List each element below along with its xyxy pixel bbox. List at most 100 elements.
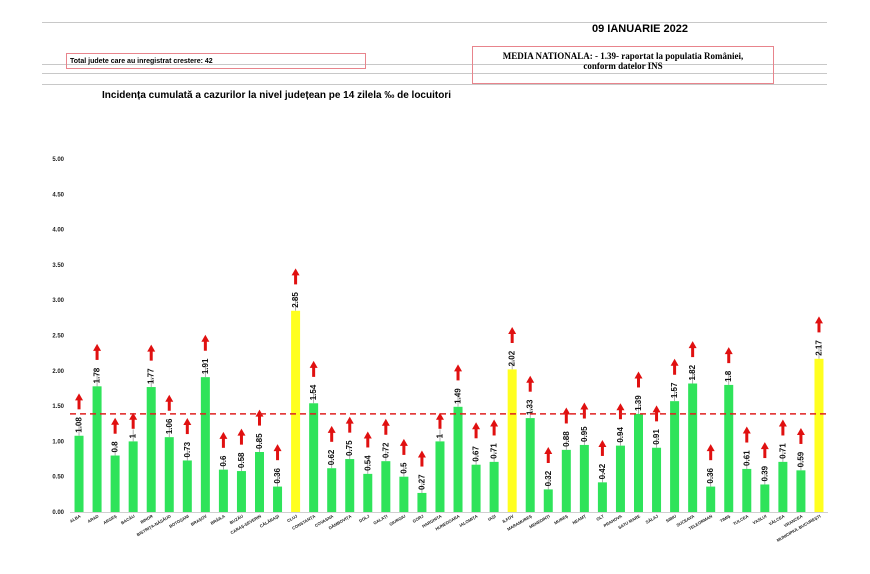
bar-value-label: 0.32 xyxy=(544,470,553,486)
bar xyxy=(688,383,698,512)
increase-arrow-head xyxy=(814,316,823,324)
bar xyxy=(309,403,319,512)
bar xyxy=(453,406,463,512)
x-tick-label: BACĂU xyxy=(120,514,136,526)
bar-value-label: 0.95 xyxy=(580,426,589,442)
x-tick-label: BRAȘOV xyxy=(190,513,208,526)
bar-value-label: 1.54 xyxy=(309,384,318,400)
bar-value-label: 0.61 xyxy=(742,450,751,466)
bar-value-label: 1.57 xyxy=(670,382,679,398)
bar xyxy=(363,473,373,512)
bar-value-label: 0.5 xyxy=(399,462,408,474)
x-tick-label: ILFOV xyxy=(501,513,514,524)
increase-arrow-head xyxy=(435,412,444,420)
x-tick-label: GORJ xyxy=(412,513,425,524)
increase-arrow-head xyxy=(417,450,426,458)
report-date: 09 IANUARIE 2022 xyxy=(592,23,688,35)
bar xyxy=(796,470,806,512)
bar-value-label: 0.75 xyxy=(345,440,354,456)
increase-arrow-head xyxy=(183,418,192,426)
x-tick-label: MEHEDINȚI xyxy=(528,514,550,530)
increase-arrow-head xyxy=(147,344,156,352)
x-tick-label: CLUJ xyxy=(286,513,299,523)
bar-value-label: 0.72 xyxy=(381,442,390,458)
bar xyxy=(507,369,517,512)
bar-value-label: 0.42 xyxy=(598,463,607,479)
bar-value-label: 0.67 xyxy=(472,446,481,462)
x-tick-label: NEAMȚ xyxy=(571,513,587,525)
bar xyxy=(327,468,337,512)
bar xyxy=(435,441,445,512)
bar xyxy=(345,459,355,512)
bar xyxy=(399,476,409,512)
bar-value-label: 1.78 xyxy=(93,367,102,383)
x-tick-label: DOLJ xyxy=(358,513,371,523)
increase-arrow-head xyxy=(381,418,390,426)
increase-arrow-head xyxy=(688,341,697,349)
increase-arrow-head xyxy=(399,438,408,446)
increase-arrow-head xyxy=(778,419,787,427)
bar xyxy=(670,401,680,512)
bar xyxy=(471,464,481,512)
bar xyxy=(74,435,84,512)
increase-arrow-head xyxy=(165,394,174,402)
increase-arrow-head xyxy=(201,334,210,342)
x-tick-label: ALBA xyxy=(69,514,82,524)
x-tick-label: ARAD xyxy=(87,514,100,524)
bar xyxy=(255,451,264,512)
increase-arrow-head xyxy=(93,343,102,351)
bar xyxy=(489,461,499,512)
y-tick-label: 2.00 xyxy=(52,369,64,375)
increase-arrow-head xyxy=(472,422,481,430)
bar-value-label: 0.71 xyxy=(490,443,499,459)
x-tick-label: TULCEA xyxy=(732,514,749,527)
increase-arrow-head xyxy=(544,447,553,455)
x-tick-label: IALOMIȚA xyxy=(459,514,479,528)
bar xyxy=(110,455,120,512)
y-tick-label: 3.50 xyxy=(52,263,64,269)
header-rule-4 xyxy=(42,84,827,85)
bar xyxy=(236,471,246,512)
y-tick-label: 0.00 xyxy=(52,510,64,516)
x-tick-label: ARGEȘ xyxy=(102,513,118,525)
increase-arrow-head xyxy=(219,431,228,439)
bar xyxy=(291,310,301,512)
bar xyxy=(760,484,770,512)
national-average-line1: MEDIA NATIONALA: - 1.39- raportat la pop… xyxy=(502,51,744,61)
bar-value-label: 2.02 xyxy=(508,350,517,366)
bar-value-label: 0.27 xyxy=(417,474,426,490)
x-tick-label: IAȘI xyxy=(487,514,497,522)
x-tick-label: OLT xyxy=(595,513,605,522)
header-rule-2 xyxy=(42,64,827,65)
increase-arrow-head xyxy=(598,439,607,447)
increase-arrow-head xyxy=(345,416,354,424)
increase-arrow-head xyxy=(363,431,372,439)
increase-arrow-head xyxy=(706,444,715,452)
bar xyxy=(652,447,662,512)
bar xyxy=(597,482,607,512)
bar-value-label: 1.77 xyxy=(147,368,156,384)
y-tick-label: 4.50 xyxy=(52,192,64,198)
bar-value-label: 0.62 xyxy=(327,449,336,465)
bar-value-label: 0.91 xyxy=(652,429,661,445)
bar-value-label: 1.06 xyxy=(165,418,174,434)
bar xyxy=(164,437,174,512)
bar-value-label: 1.08 xyxy=(75,417,84,433)
bar-value-label: 1.8 xyxy=(724,370,733,382)
bar-value-label: 0.39 xyxy=(760,465,769,481)
x-tick-label: TIMIȘ xyxy=(719,513,731,523)
x-tick-label: SĂLAJ xyxy=(645,513,660,525)
bar xyxy=(146,387,156,512)
counties-increase-box: Total judete care au inregistrat crester… xyxy=(66,53,366,69)
bar xyxy=(634,413,643,512)
increase-arrow-head xyxy=(111,417,120,425)
bar-value-label: 1.82 xyxy=(688,364,697,380)
increase-arrow-head xyxy=(760,442,769,450)
bar-value-label: 0.88 xyxy=(562,431,571,447)
increase-arrow-head xyxy=(652,405,661,413)
header-rule-1 xyxy=(42,22,827,23)
bar-value-label: 1.39 xyxy=(634,395,643,411)
x-tick-label: BUZĂU xyxy=(229,514,244,526)
bar-value-label: 2.17 xyxy=(814,340,823,356)
